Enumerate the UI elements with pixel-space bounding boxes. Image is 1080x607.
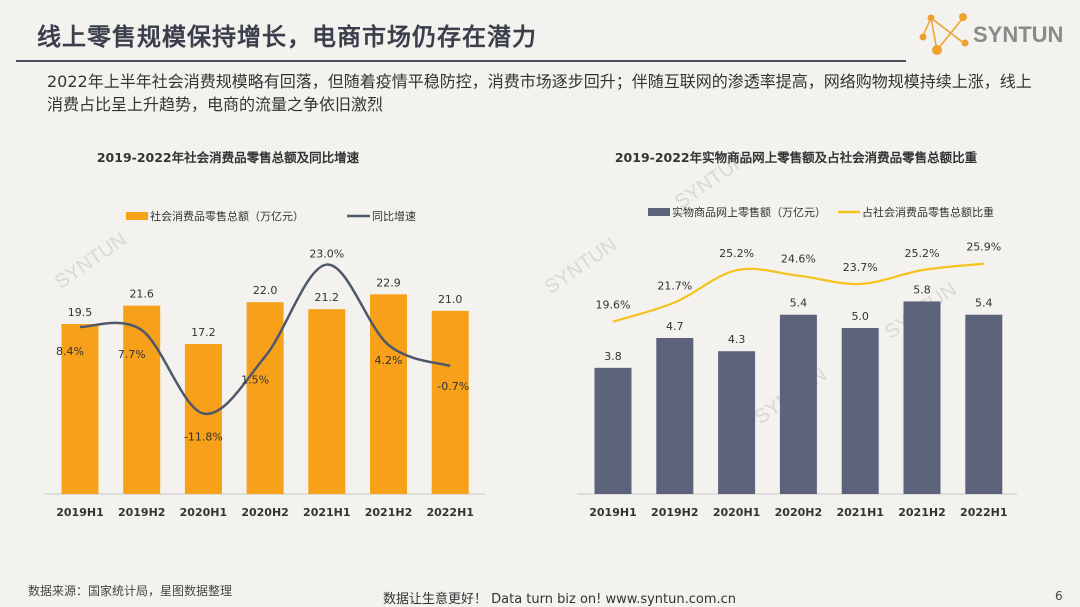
x-tick-2019H1: 2019H1 — [56, 506, 103, 519]
line-label-2022H1: 25.9% — [966, 241, 1001, 254]
x-tick-2020H2: 2020H2 — [241, 506, 288, 519]
x-tick-2020H2: 2020H2 — [775, 506, 822, 519]
title-divider — [16, 60, 906, 62]
bar-2019H2 — [656, 337, 694, 494]
x-tick-2021H1: 2021H1 — [303, 506, 350, 519]
line-yoy — [79, 263, 451, 415]
line-label-2020H2: 24.6% — [781, 253, 816, 266]
bar-2022H1 — [431, 310, 469, 494]
bar-2020H1 — [184, 344, 222, 494]
bar-label-2021H1: 5.0 — [851, 310, 869, 323]
bar-label-2019H2: 21.6 — [129, 288, 154, 301]
bar-2019H2 — [123, 305, 161, 494]
bar-label-2022H1: 5.4 — [975, 297, 993, 310]
line-label-2021H2: 25.2% — [905, 247, 940, 260]
legend-label-yoy: 同比增速 — [372, 209, 416, 223]
legend-swatch-retail-total — [126, 212, 148, 220]
line-label-2019H1: 19.6% — [596, 299, 631, 312]
chart-title-right: 2019-2022年实物商品网上零售额及占社会消费品零售总额比重 — [615, 150, 978, 165]
bar-2021H1 — [308, 309, 346, 494]
line-label-2021H2: 4.2% — [375, 354, 403, 367]
line-share — [612, 262, 984, 323]
logo-network-icon — [919, 13, 969, 55]
chart-title-left: 2019-2022年社会消费品零售总额及同比增速 — [97, 150, 360, 165]
x-tick-2021H1: 2021H1 — [836, 506, 883, 519]
logo-text: SYNTUN — [973, 22, 1064, 47]
bar-2020H2 — [246, 302, 284, 494]
footer-slogan: 数据让生意更好！ Data turn biz on! www.syntun.co… — [383, 592, 737, 607]
page-title: 线上零售规模保持增长，电商市场仍存在潜力 — [37, 23, 537, 51]
bar-2020H1 — [718, 351, 756, 494]
bar-label-2020H2: 22.0 — [253, 284, 278, 297]
x-tick-2019H1: 2019H1 — [589, 506, 636, 519]
x-tick-2019H2: 2019H2 — [118, 506, 165, 519]
syntun-logo: SYNTUN — [915, 10, 1075, 55]
bar-2021H2 — [370, 294, 407, 494]
line-label-2019H2: 21.7% — [657, 279, 692, 292]
bar-2019H1 — [61, 323, 99, 494]
x-tick-2021H2: 2021H2 — [898, 506, 945, 519]
line-label-2021H1: 23.0% — [309, 248, 344, 261]
line-label-2020H1: 25.2% — [719, 247, 754, 260]
x-tick-2022H1: 2022H1 — [426, 506, 473, 519]
line-label-2021H1: 23.7% — [843, 261, 878, 274]
bar-2020H2 — [779, 314, 817, 494]
bar-2021H2 — [903, 301, 941, 494]
bar-label-2021H2: 5.8 — [913, 283, 931, 296]
bar-label-2019H1: 3.8 — [604, 350, 622, 363]
bar-2019H1 — [594, 367, 632, 494]
line-label-2019H2: 7.7% — [118, 348, 146, 361]
line-label-2020H2: 1.5% — [241, 374, 269, 387]
page-number: 6 — [1055, 589, 1063, 603]
bar-label-2020H1: 17.2 — [191, 326, 216, 339]
line-label-2022H1: -0.7% — [437, 380, 469, 393]
line-label-2019H1: 8.4% — [56, 345, 84, 358]
line-label-2020H1: -11.8% — [184, 431, 223, 444]
bar-label-2020H1: 4.3 — [728, 333, 746, 346]
x-tick-2020H1: 2020H1 — [180, 506, 227, 519]
bar-label-2019H2: 4.7 — [666, 320, 684, 333]
legend-label-online-retail: 实物商品网上零售额（万亿元） — [672, 205, 826, 219]
x-tick-2019H2: 2019H2 — [651, 506, 698, 519]
x-tick-2021H2: 2021H2 — [365, 506, 412, 519]
bar-2022H1 — [965, 314, 1003, 494]
bar-2021H1 — [841, 328, 879, 494]
legend-swatch-online-retail — [648, 208, 670, 216]
bar-label-2020H2: 5.4 — [790, 297, 808, 310]
bar-label-2019H1: 19.5 — [68, 306, 93, 319]
page-description: 2022年上半年社会消费规模略有回落，但随着疫情平稳防控，消费市场逐步回升；伴随… — [47, 72, 1032, 114]
bar-label-2022H1: 21.0 — [438, 293, 463, 306]
legend-label-share: 占社会消费品零售总额比重 — [862, 205, 994, 219]
bar-label-2021H2: 22.9 — [376, 276, 401, 289]
legend-label-retail-total: 社会消费品零售总额（万亿元） — [150, 209, 304, 223]
x-tick-2020H1: 2020H1 — [713, 506, 760, 519]
data-source: 数据来源：国家统计局，星图数据整理 — [28, 584, 233, 598]
x-tick-2022H1: 2022H1 — [960, 506, 1007, 519]
bar-label-2021H1: 21.2 — [315, 291, 340, 304]
